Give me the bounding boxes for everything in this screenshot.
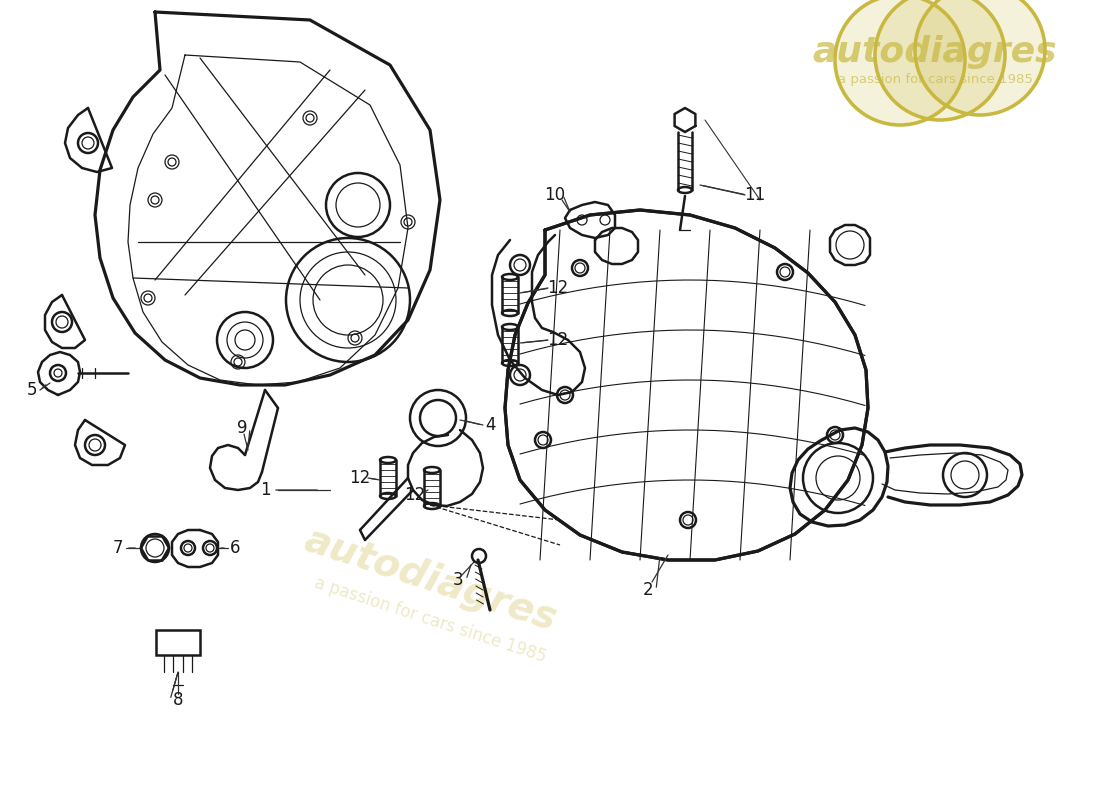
Text: a passion for cars since 1985: a passion for cars since 1985 [837, 74, 1033, 86]
Text: 4: 4 [485, 416, 495, 434]
Text: 12: 12 [405, 486, 426, 504]
Circle shape [874, 0, 1005, 120]
Circle shape [835, 0, 965, 125]
Text: 12: 12 [548, 331, 569, 349]
Text: 6: 6 [230, 539, 240, 557]
Text: 8: 8 [173, 691, 184, 709]
Text: 3: 3 [453, 571, 463, 589]
Text: 11: 11 [745, 186, 766, 204]
Text: 7: 7 [112, 539, 123, 557]
Text: 10: 10 [544, 186, 565, 204]
Text: 1: 1 [260, 481, 271, 499]
Text: autodiagres: autodiagres [813, 35, 1057, 69]
Text: 9: 9 [236, 419, 248, 437]
Circle shape [915, 0, 1045, 115]
Text: autodiagres: autodiagres [299, 522, 561, 638]
Text: 2: 2 [642, 581, 653, 599]
Text: 12: 12 [350, 469, 371, 487]
Text: 12: 12 [548, 279, 569, 297]
Text: 5: 5 [26, 381, 37, 399]
Text: a passion for cars since 1985: a passion for cars since 1985 [311, 574, 548, 666]
